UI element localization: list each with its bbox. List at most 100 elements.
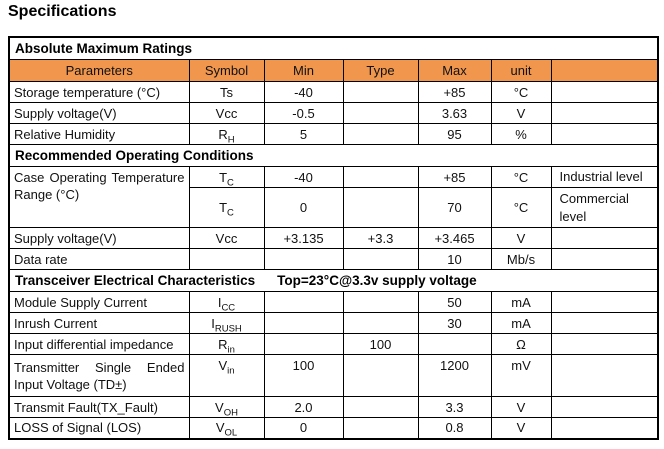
type-cell [342,187,419,228]
symbol-subscript: OL [224,427,238,439]
min-cell: 0 [263,187,344,228]
min-cell: -0.5 [263,102,344,124]
type-cell [342,417,419,439]
symbol-cell: TC [188,166,265,188]
table-row-supply-voltage-abs: Supply voltage(V) Vcc -0.5 3.63 V [8,102,659,124]
symbol-subscript: C [227,207,234,219]
table-row-data-rate: Data rate 10 Mb/s [8,248,659,270]
unit-cell: V [490,102,552,124]
param-cell: Inrush Current [8,312,190,334]
unit-cell: V [490,417,552,439]
type-cell [342,312,419,334]
symbol-text: R [218,336,228,352]
note-cell [550,396,659,418]
min-cell [263,333,344,355]
unit-cell: °C [490,81,552,103]
section-title-transceiver-electrical-characteristics: Transceiver Electrical Characteristics To… [8,269,659,292]
symbol-cell: ICC [188,291,265,313]
section-title-text: Transceiver Electrical Characteristics [15,273,256,288]
unit-cell: mA [490,291,552,313]
max-cell: 0.8 [417,417,492,439]
note-cell [550,227,659,249]
max-cell: 50 [417,291,492,313]
note-cell [550,354,659,397]
symbol-text: T [219,169,228,185]
param-cell: Supply voltage(V) [8,102,190,124]
symbol-text: I [211,315,215,331]
table-row-case-temperature-commercial: TC 0 70 °C Commercial level [9,187,659,228]
table-row-case-temperature-industrial: Case Operating Temperature Range (°C) TC… [8,166,659,228]
note-cell: Commercial level [550,187,659,228]
note-cell [550,417,659,439]
max-cell: 70 [417,187,492,228]
param-cell: LOSS of Signal (LOS) [8,417,190,439]
param-cell: Case Operating Temperature Range (°C) [8,166,190,228]
param-cell: Input differential impedance [8,333,190,355]
type-cell [342,396,419,418]
max-cell: +85 [417,81,492,103]
symbol-cell: VOH [188,396,265,418]
col-header-note [550,59,659,82]
param-cell: Relative Humidity [8,123,190,145]
max-cell [417,333,492,355]
symbol-text: Ts [220,84,233,100]
param-cell: Transmit Fault(TX_Fault) [8,396,190,418]
table-row-loss-of-signal: LOSS of Signal (LOS) VOL 0 0.8 V [8,417,659,439]
unit-cell: mV [490,354,552,397]
min-cell: -40 [263,81,344,103]
unit-cell: °C [490,166,552,188]
min-cell: -40 [263,166,344,188]
max-cell: 3.63 [417,102,492,124]
min-cell: 2.0 [263,396,344,418]
symbol-subscript: in [227,344,235,355]
param-cell: Storage temperature (°C) [8,81,190,103]
unit-cell: Mb/s [490,248,552,270]
specifications-table: Absolute Maximum Ratings Parameters Symb… [8,36,660,440]
symbol-text: T [219,200,228,215]
section-condition-text: Top=23°C@3.3v supply voltage [277,273,477,288]
note-cell [550,102,659,124]
max-cell: 30 [417,312,492,334]
note-cell [550,291,659,313]
min-cell [263,248,344,270]
type-cell [342,81,419,103]
max-cell: 95 [417,123,492,145]
param-cell: Data rate [8,248,190,270]
symbol-subscript: H [227,134,235,145]
note-cell [550,312,659,334]
col-header-unit: unit [490,59,552,82]
min-cell [263,312,344,334]
unit-cell: mA [490,312,552,334]
unit-cell: Ω [490,333,552,355]
type-cell [342,248,419,270]
symbol-cell: Vcc [188,102,265,124]
page-title: Specifications [8,3,117,20]
type-cell [342,166,419,188]
table-row-supply-voltage-rec: Supply voltage(V) Vcc +3.135 +3.3 +3.465… [8,227,659,249]
param-cell: Module Supply Current [8,291,190,313]
min-cell: 5 [263,123,344,145]
max-cell: 3.3 [417,396,492,418]
unit-cell: °C [490,187,552,228]
type-cell [342,102,419,124]
note-cell [550,123,659,145]
note-cell [550,333,659,355]
table-row-inrush-current: Inrush Current IRUSH 30 mA [8,312,659,334]
table-row-relative-humidity: Relative Humidity RH 5 95 % [8,123,659,145]
symbol-cell: Ts [188,81,265,103]
table-row-transmit-fault: Transmit Fault(TX_Fault) VOH 2.0 3.3 V [8,396,659,418]
table-row-module-supply-current: Module Supply Current ICC 50 mA [8,291,659,313]
symbol-text: R [218,126,228,142]
unit-cell: V [490,227,552,249]
section-row-transceiver-electrical-characteristics: Transceiver Electrical Characteristics To… [8,269,659,292]
symbol-text: V [215,399,224,415]
max-cell: +3.465 [417,227,492,249]
symbol-text: V [218,358,228,373]
max-cell: +85 [417,166,492,188]
section-title-absolute-maximum-ratings: Absolute Maximum Ratings [8,36,659,60]
unit-cell: V [490,396,552,418]
max-cell: 10 [417,248,492,270]
param-cell: Transmitter Single Ended Input Voltage (… [8,354,190,397]
type-cell: +3.3 [342,227,419,249]
col-header-type: Type [342,59,419,82]
